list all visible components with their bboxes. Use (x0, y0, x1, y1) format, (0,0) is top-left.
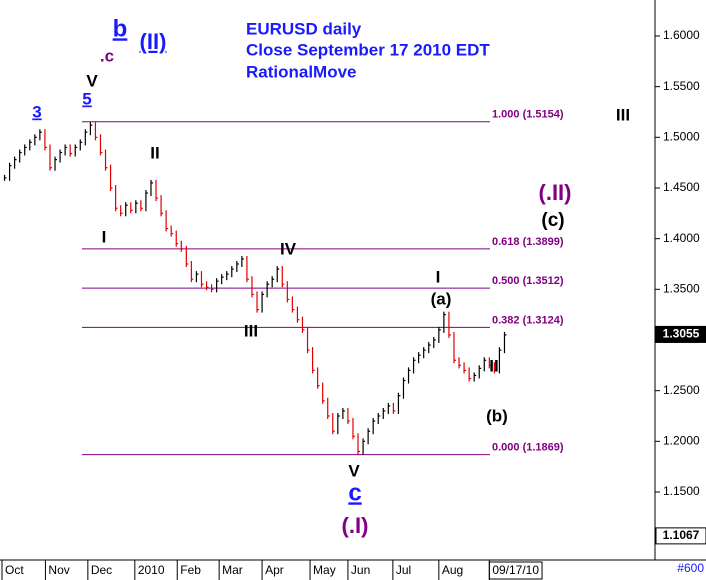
title-line: Close September 17 2010 EDT (246, 40, 490, 59)
price-label-box (655, 325, 706, 343)
x-tick-label: Feb (180, 563, 201, 577)
fib-label: 0.000 (1.1869) (492, 442, 564, 454)
fib-label: 0.500 (1.3512) (492, 275, 564, 287)
x-tick-label: Oct (5, 563, 24, 577)
wave-label: (.I) (342, 513, 369, 538)
wave-label: 5 (82, 89, 91, 108)
wave-label: II (489, 356, 498, 375)
y-tick-label: 1.3500 (663, 281, 700, 295)
wave-label: II (150, 143, 159, 162)
wave-label: b (113, 15, 128, 42)
y-tick-label: 1.6000 (663, 28, 700, 42)
y-tick-label: 1.1500 (663, 484, 700, 498)
x-tick-label: Aug (442, 563, 463, 577)
fib-label: 0.618 (1.3899) (492, 236, 564, 248)
wave-label: c (348, 479, 361, 506)
x-tick-label: Nov (48, 563, 69, 577)
title-line: EURUSD daily (246, 19, 362, 38)
x-tick-label: Jul (396, 563, 411, 577)
wave-label: (b) (486, 406, 508, 425)
y-tick-label: 1.2500 (663, 383, 700, 397)
title-line: RationalMove (246, 62, 357, 81)
y-tick-label: 1.2000 (663, 434, 700, 448)
wave-label: (II) (140, 29, 167, 54)
y-tick-label: 1.4500 (663, 180, 700, 194)
wave-label: I (436, 267, 441, 286)
wave-label: III (616, 105, 630, 124)
x-tick-label: Apr (265, 563, 284, 577)
x-tick-label: Dec (91, 563, 112, 577)
wave-label: (c) (541, 210, 564, 231)
x-tick-label: Jun (351, 563, 370, 577)
wave-label: (.II) (539, 180, 572, 205)
fib-label: 1.000 (1.5154) (492, 109, 564, 121)
fib-label: 0.382 (1.3124) (492, 314, 564, 326)
price-label: 1.1067 (663, 528, 700, 542)
price-label-box (655, 527, 706, 545)
wave-label: (a) (431, 289, 452, 308)
wave-label: 3 (32, 102, 41, 121)
wave-label: I (102, 227, 107, 246)
price-label: 1.3055 (663, 327, 700, 341)
x-tick-label: Mar (222, 563, 243, 577)
wave-label: IV (280, 239, 297, 258)
x-tick-label: 2010 (138, 563, 165, 577)
x-tick-label: May (313, 563, 336, 577)
x-tick-label: 09/17/10 (492, 563, 539, 577)
wave-label: V (348, 461, 360, 480)
wave-label: V (86, 71, 98, 90)
wave-label: .c (100, 46, 114, 65)
y-tick-label: 1.5000 (663, 129, 700, 143)
footer: #600 (677, 561, 704, 575)
y-tick-label: 1.5500 (663, 79, 700, 93)
wave-label: III (244, 321, 258, 340)
date-box (488, 561, 543, 580)
y-tick-label: 1.4000 (663, 231, 700, 245)
